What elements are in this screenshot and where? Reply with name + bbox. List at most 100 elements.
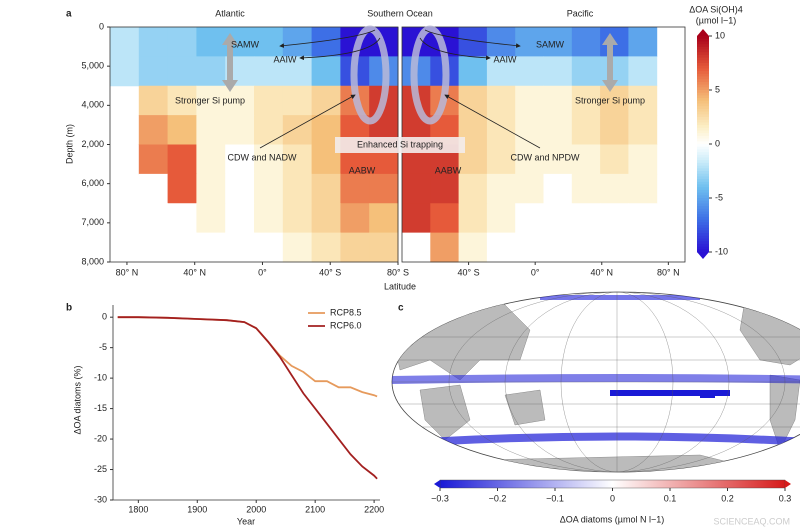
- heat-cell: [486, 56, 516, 87]
- y-tick-label: 0: [99, 21, 104, 31]
- heat-cell: [543, 85, 573, 116]
- colorbar-cell: [697, 195, 709, 199]
- x-tick-label: 80° N: [657, 267, 680, 277]
- heat-cell: [600, 85, 629, 116]
- heat-cell: [571, 115, 601, 145]
- section-title: Atlantic: [215, 8, 245, 18]
- heat-cell: [543, 27, 573, 57]
- heat-cell: [254, 27, 284, 57]
- heat-cell: [110, 56, 140, 87]
- flow-line: [419, 37, 491, 61]
- colorbar-tick-label: −0.1: [546, 493, 564, 503]
- colorbar-cell: [697, 130, 709, 134]
- annotation: Stronger Si pump: [175, 95, 245, 105]
- heat-cell: [167, 203, 197, 234]
- x-tick-label: 2000: [246, 504, 266, 514]
- colorbar-cell: [697, 184, 709, 188]
- line-series: [117, 316, 378, 480]
- heat-cell: [571, 85, 601, 116]
- axes: [112, 305, 380, 501]
- colorbar-cell: [697, 100, 709, 104]
- heat-cell: [138, 56, 169, 87]
- colorbar-cell: [697, 36, 709, 40]
- heat-cell: [138, 173, 169, 204]
- colorbar-cell: [697, 219, 709, 223]
- colorbar-cell: [697, 106, 709, 110]
- flow-line: [424, 29, 521, 48]
- annotation: AAIW: [493, 54, 517, 64]
- heat-cell: [225, 115, 255, 145]
- legend-label: RCP6.0: [330, 320, 362, 330]
- colorbar-cell: [697, 200, 709, 204]
- watermark: SCIENCEAQ.COM: [713, 516, 790, 526]
- colorbar-cell: [697, 208, 709, 212]
- colorbar-tick-label: -10: [715, 246, 728, 256]
- heat-cell: [254, 203, 284, 234]
- heat-cell: [515, 144, 544, 175]
- heat-cell: [486, 173, 516, 204]
- heat-cell: [138, 203, 169, 234]
- colorbar-cell: [697, 216, 709, 220]
- flow-line: [444, 94, 541, 149]
- colorbar-cell: [697, 122, 709, 126]
- y-tick-label: 0: [102, 312, 107, 322]
- heat-cell: [138, 144, 169, 175]
- heat-cell: [543, 144, 573, 175]
- heat-cell: [282, 85, 313, 116]
- colorbar-cell: [697, 95, 709, 99]
- y-tick-label: -20: [94, 433, 107, 443]
- arrow: [222, 33, 238, 92]
- y-tick-label: 7,000: [81, 217, 104, 227]
- x-tick-label: 40° N: [183, 267, 206, 277]
- heat-cell: [167, 115, 197, 145]
- heat-cell: [571, 27, 601, 57]
- colorbar-cell: [697, 227, 709, 231]
- heat-cell: [515, 232, 544, 263]
- heat-cell: [486, 115, 516, 145]
- colorbar-cell: [697, 154, 709, 158]
- colorbar-cell: [697, 146, 709, 150]
- map: [391, 291, 800, 473]
- colorbar-cell: [697, 192, 709, 196]
- heat-cell: [515, 56, 544, 87]
- heat-cell: [196, 56, 226, 87]
- heat-cell: [225, 232, 255, 263]
- colorbar-cell: [697, 46, 709, 50]
- heat-cell: [167, 27, 197, 57]
- y-tick-label: -10: [94, 373, 107, 383]
- colorbar-cell: [697, 165, 709, 169]
- heat-cell: [225, 144, 255, 175]
- colorbar-cell: [697, 68, 709, 72]
- colorbar-tick-label: 0.1: [664, 493, 677, 503]
- heat-cell: [311, 203, 341, 234]
- annotation: CDW and NADW: [227, 152, 297, 162]
- x-tick-label: 80° S: [387, 267, 409, 277]
- x-tick-label: 2200: [364, 504, 384, 514]
- heat-cell: [543, 232, 573, 263]
- heat-cell: [340, 232, 370, 263]
- heat-cell: [515, 85, 544, 116]
- colorbar-title: ΔOA Si(OH)4: [689, 4, 743, 14]
- colorbar-cell: [697, 162, 709, 166]
- heat-cell: [458, 56, 488, 87]
- colorbar-cell: [697, 206, 709, 210]
- x-tick-label: 80° N: [116, 267, 139, 277]
- heat-cell: [486, 232, 516, 263]
- heat-cell: [282, 56, 313, 87]
- colorbar-tick-label: −0.2: [489, 493, 507, 503]
- heat-cell: [430, 203, 460, 234]
- heat-cell: [628, 203, 658, 234]
- colorbar-cell: [697, 119, 709, 123]
- panel-label: c: [398, 303, 404, 314]
- heat-cell: [486, 203, 516, 234]
- heat-cell: [600, 173, 629, 204]
- loop: [410, 25, 450, 125]
- colorbar-cell: [697, 108, 709, 112]
- heat-cell: [430, 173, 460, 204]
- colorbar-cell: [697, 79, 709, 83]
- y-axis-label: Depth (m): [64, 124, 74, 164]
- colorbar-cell: [697, 125, 709, 129]
- annotation: CDW and NPDW: [510, 152, 580, 162]
- heat-cell: [628, 85, 658, 116]
- colorbar-cell: [697, 187, 709, 191]
